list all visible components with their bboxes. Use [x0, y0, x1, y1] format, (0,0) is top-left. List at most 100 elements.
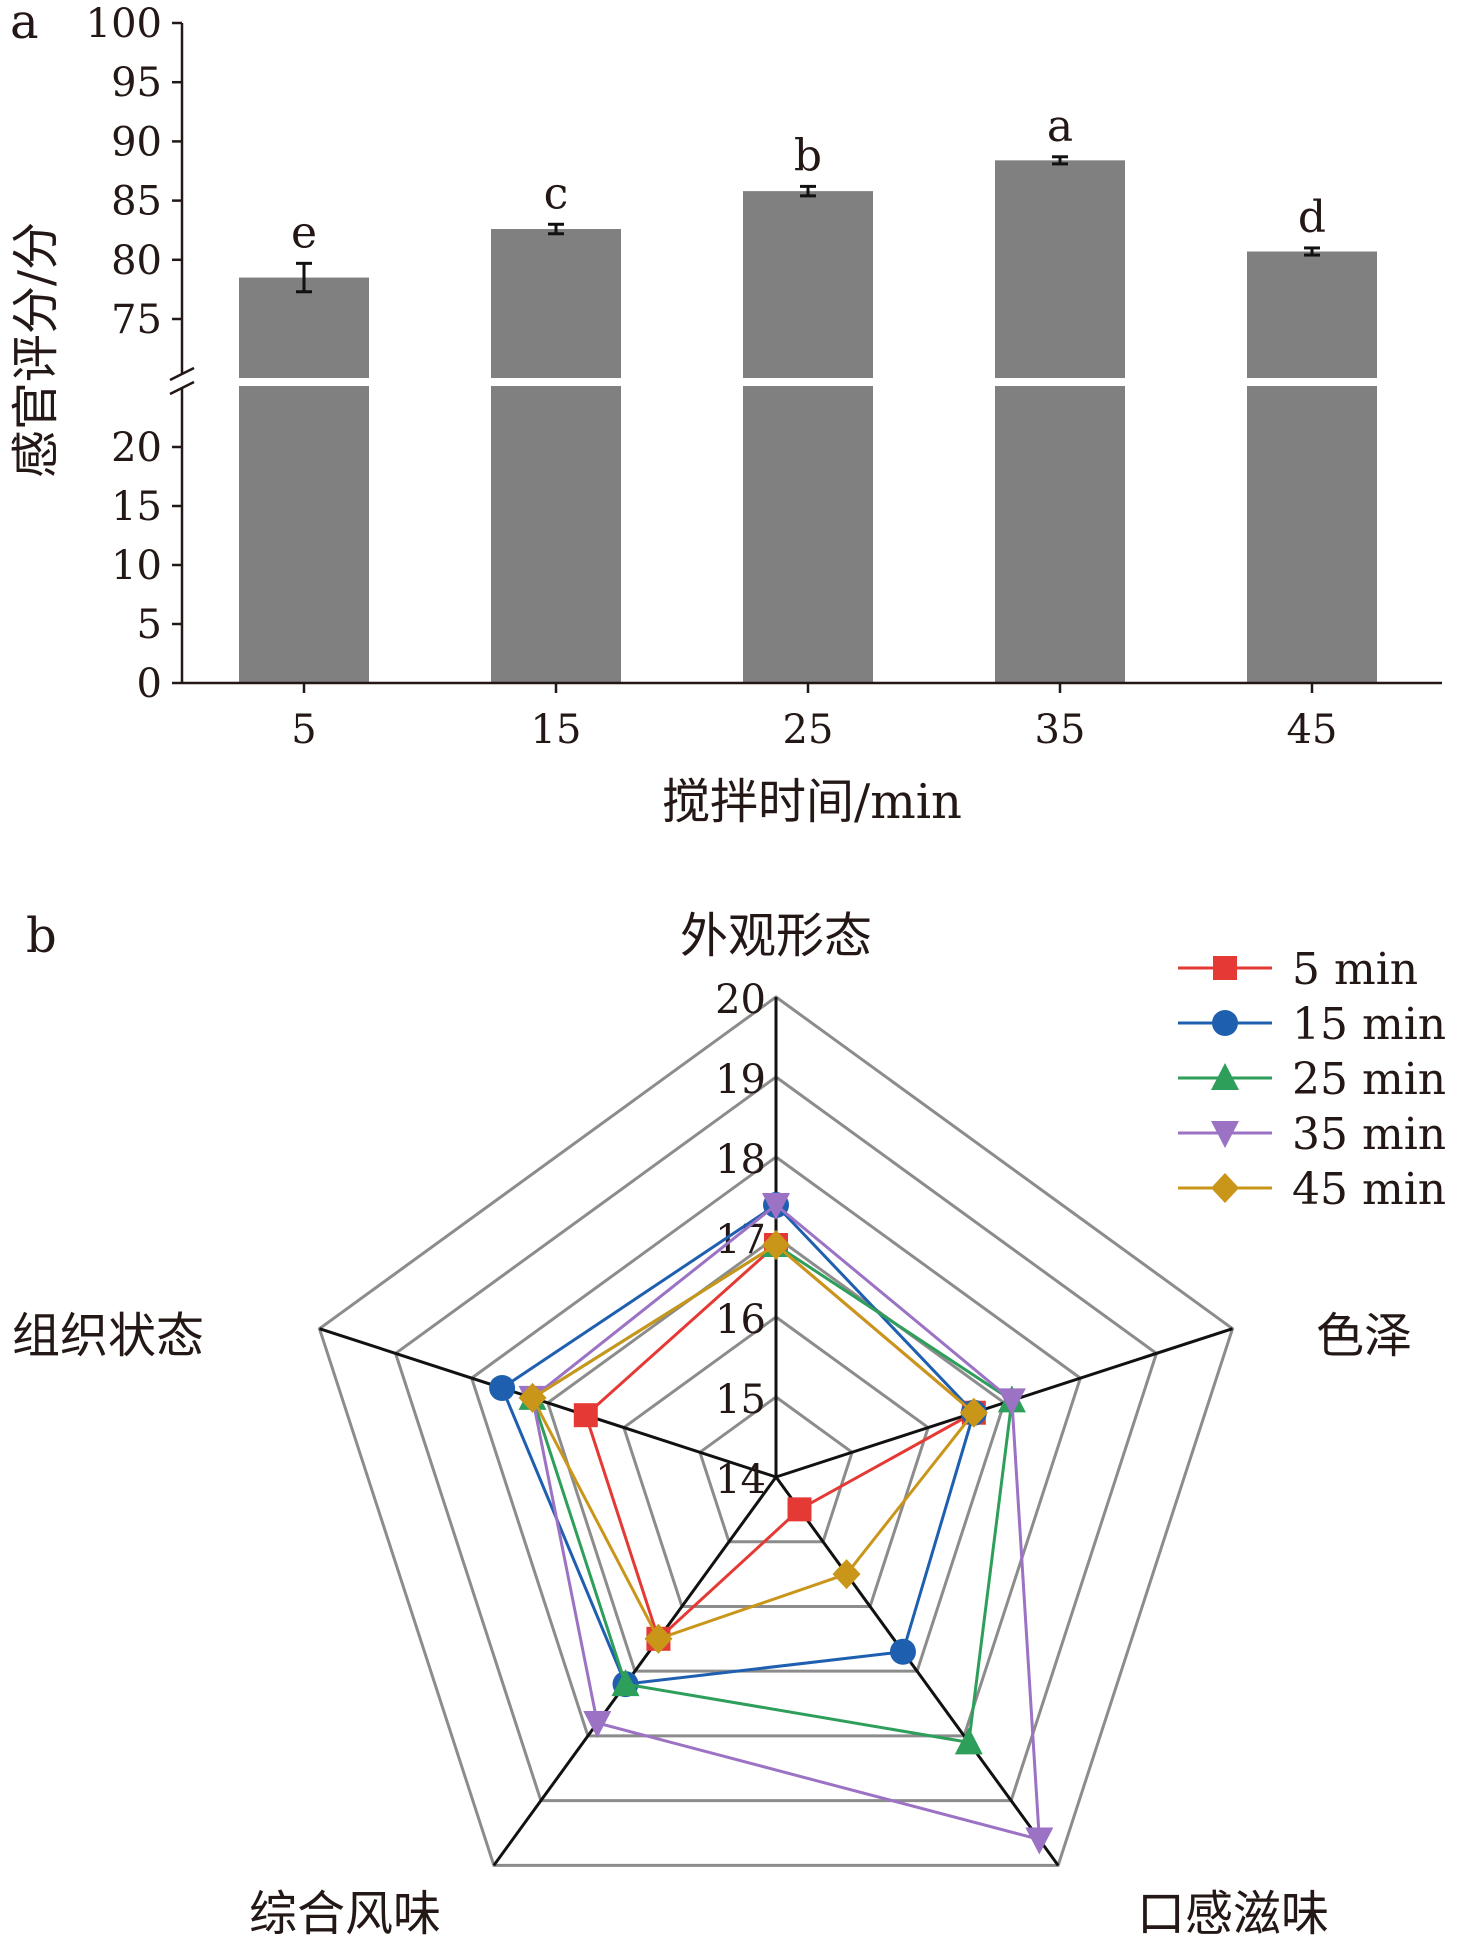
- radar-spoke: [774, 1476, 1060, 1867]
- radar-axis-label-5: 组织状态: [12, 1308, 204, 1364]
- legend-label: 25 min: [1292, 1054, 1446, 1105]
- radar-ring-20: [317, 995, 1235, 1867]
- y-tick-label-100: 100: [86, 1, 162, 47]
- x-tick-label-15: 15: [531, 707, 582, 753]
- bar-35: [995, 160, 1125, 683]
- error-bar-35: [1052, 155, 1068, 166]
- series-line: [530, 1203, 1041, 1842]
- radar-spoke: [319, 1327, 777, 1479]
- legend-marker: [1211, 1121, 1239, 1148]
- data-point: [611, 1669, 640, 1697]
- axis-break-mark: [169, 366, 195, 382]
- error-bar-5: [296, 261, 312, 294]
- radar-axis-label-4: 综合风味: [249, 1886, 441, 1939]
- significance-label-35: a: [1047, 101, 1073, 152]
- x-tick-label-25: 25: [783, 707, 834, 753]
- y-tick-label-15: 15: [111, 484, 162, 530]
- data-point: [762, 1193, 790, 1220]
- legend-item-35-min: 35 min: [1178, 1109, 1446, 1160]
- series-45-min: [518, 1230, 988, 1654]
- radial-tick-label-18: 18: [715, 1137, 766, 1183]
- data-point: [489, 1375, 516, 1402]
- x-tick-label-35: 35: [1035, 707, 1086, 753]
- bar-break-gap: [742, 378, 874, 386]
- y-axis-label: 感官评分/分: [8, 222, 64, 478]
- series-5-min: [573, 1233, 986, 1651]
- radial-tick-label-19: 19: [715, 1057, 766, 1103]
- radial-tick-label-16: 16: [715, 1297, 766, 1343]
- bar-break-gap: [238, 378, 370, 386]
- radar-ring-15: [698, 1395, 854, 1544]
- legend-marker: [1211, 1173, 1239, 1203]
- x-tick-label-45: 45: [1287, 707, 1338, 753]
- significance-label-15: c: [544, 168, 569, 219]
- radar-series: [489, 1192, 1054, 1855]
- legend-item-25-min: 25 min: [1178, 1054, 1446, 1105]
- legend-item-45-min: 45 min: [1178, 1164, 1446, 1215]
- y-tick-label-75: 75: [111, 297, 162, 343]
- axes: 5 15 25 35 45 0 5 10 15 20 75 80 85 90 95 100: [86, 1, 1442, 753]
- legend-item-5-min: 5 min: [1178, 944, 1418, 995]
- legend-marker: [1213, 956, 1237, 980]
- significance-label-25: b: [794, 130, 822, 181]
- radar-axis-label-2: 色泽: [1316, 1308, 1412, 1364]
- data-point: [997, 1388, 1026, 1416]
- radial-tick-label-14: 14: [715, 1457, 766, 1503]
- bar-chart-panel: a 感官评分/分 搅拌时间/min e c b a d 5 15 25 35 45 0 5 10 15 2…: [8, 0, 1442, 830]
- data-point: [573, 1403, 598, 1428]
- y-tick-label-5: 5: [137, 602, 162, 648]
- bar-15: [491, 229, 621, 684]
- data-point: [889, 1638, 916, 1665]
- y-tick-label-10: 10: [111, 543, 162, 589]
- axis-break-mark: [169, 380, 195, 396]
- data-point: [959, 1397, 988, 1428]
- legend-label: 45 min: [1292, 1164, 1446, 1215]
- error-bar-25: [800, 184, 816, 198]
- bar-45: [1247, 251, 1377, 683]
- bar-series: e c b a d: [238, 101, 1378, 684]
- significance-label-5: e: [291, 207, 317, 258]
- data-point: [762, 1230, 790, 1260]
- data-point: [1025, 1827, 1054, 1855]
- x-tick-label-5: 5: [291, 707, 316, 753]
- series-line: [584, 1243, 977, 1642]
- y-tick-label-95: 95: [111, 60, 162, 106]
- bar-25: [743, 191, 873, 684]
- panel-label-b: b: [26, 908, 57, 964]
- data-point: [954, 1727, 983, 1755]
- data-point: [518, 1382, 547, 1413]
- radar-axis-label-3: 口感滋味: [1137, 1886, 1329, 1939]
- y-tick-label-20: 20: [111, 425, 162, 471]
- data-point: [787, 1497, 812, 1522]
- bar-5: [239, 277, 369, 683]
- legend-marker: [1212, 1010, 1238, 1036]
- data-point: [832, 1559, 861, 1590]
- bar-break-gap: [490, 378, 622, 386]
- legend-label: 35 min: [1292, 1109, 1446, 1160]
- radar-ring-19: [393, 1075, 1159, 1803]
- radar-axis-label-1: 外观形态: [680, 908, 872, 964]
- legend-label: 15 min: [1292, 999, 1446, 1050]
- radar-spoke: [492, 1476, 778, 1867]
- series-line: [500, 1203, 976, 1686]
- data-point: [644, 1623, 673, 1654]
- panel-label-a: a: [10, 0, 39, 50]
- error-bar-45: [1304, 246, 1320, 257]
- data-point: [583, 1710, 612, 1738]
- bar-break-gap: [994, 378, 1126, 386]
- bar-break-gap: [1246, 378, 1378, 386]
- legend-item-15-min: 15 min: [1178, 999, 1446, 1050]
- significance-label-45: d: [1298, 192, 1326, 243]
- error-bar-15: [548, 222, 564, 236]
- y-tick-label-80: 80: [111, 238, 162, 284]
- legend-marker: [1211, 1063, 1239, 1090]
- x-axis-label: 搅拌时间/min: [662, 774, 962, 830]
- legend-label: 5 min: [1292, 944, 1418, 995]
- series-line: [530, 1243, 976, 1641]
- radial-tick-label-15: 15: [715, 1377, 766, 1423]
- y-tick-label-0: 0: [137, 661, 162, 707]
